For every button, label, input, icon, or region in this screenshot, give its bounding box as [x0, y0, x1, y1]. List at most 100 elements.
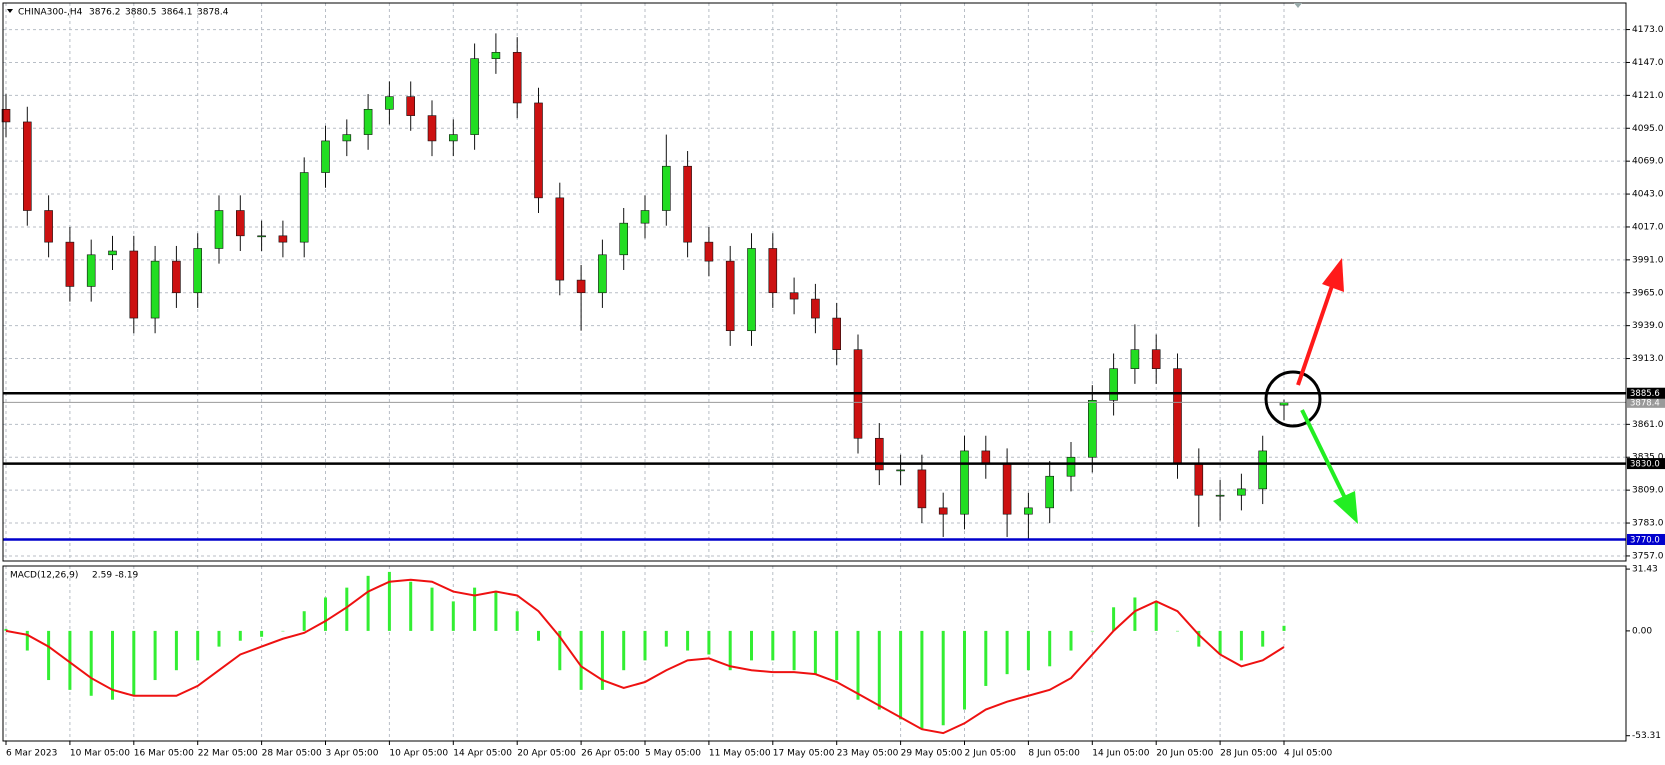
- macd-bar: [473, 587, 477, 631]
- candle-body: [576, 279, 586, 294]
- menu-triangle[interactable]: [7, 9, 13, 13]
- macd-bar: [47, 630, 51, 681]
- macd-bar: [387, 571, 391, 631]
- candle-body: [1194, 463, 1204, 496]
- y-tick-label: 31.43: [1632, 565, 1658, 575]
- candle-body: [214, 210, 224, 249]
- macd-bar: [174, 630, 178, 671]
- macd-bar: [345, 587, 349, 631]
- macd-bar: [25, 630, 29, 651]
- candle-body: [640, 210, 650, 224]
- macd-bar: [1261, 630, 1265, 647]
- macd-bar: [260, 630, 264, 637]
- candle-body: [661, 165, 671, 211]
- candle-body: [704, 241, 714, 262]
- y-tick-label: 4121.0: [1632, 91, 1664, 101]
- macd-bar: [728, 630, 732, 671]
- candle-body: [534, 102, 543, 199]
- y-tick-label: 3965.0: [1632, 288, 1664, 298]
- macd-bar: [920, 630, 924, 730]
- macd-bar: [792, 630, 796, 671]
- down-arrow-shaft: [1300, 409, 1348, 501]
- macd-bar: [1069, 630, 1073, 651]
- x-tick-label: 17 May 05:00: [773, 749, 835, 759]
- macd-bar: [664, 630, 668, 647]
- candle-body: [22, 121, 32, 211]
- macd-bar: [1218, 630, 1222, 655]
- level-label: 3878.4: [1630, 398, 1660, 408]
- macd-bar: [877, 630, 881, 710]
- candle-body: [470, 58, 479, 135]
- macd-bar: [1048, 630, 1052, 667]
- macd-bar: [132, 630, 136, 696]
- highlight-circle: [1264, 370, 1322, 428]
- x-tick-label: 14 Jun 05:00: [1092, 749, 1149, 759]
- level-label-box: [1627, 387, 1665, 399]
- macd-bar: [238, 630, 242, 641]
- candle-body: [65, 241, 75, 287]
- candle-body: [917, 469, 927, 509]
- candle-body: [278, 235, 288, 243]
- macd-bar: [1005, 630, 1009, 675]
- x-tick-label: 29 May 05:00: [901, 749, 963, 759]
- y-tick-label: 0.00: [1632, 626, 1652, 636]
- x-tick-label: 16 Mar 05:00: [134, 749, 194, 759]
- macd-bar: [750, 630, 753, 661]
- y-tick-label: 3913.0: [1632, 354, 1664, 364]
- candle-body: [981, 450, 991, 464]
- candle-body: [555, 197, 565, 281]
- up-arrow-head: [1322, 258, 1344, 292]
- level-label-box: [1627, 533, 1665, 545]
- y-tick-label: 3809.0: [1632, 486, 1664, 496]
- candle-body: [1173, 368, 1182, 464]
- ohlc-high: 3880.5: [125, 8, 157, 18]
- x-tick-label: 20 Apr 05:00: [517, 749, 576, 759]
- candle-body: [108, 250, 117, 256]
- ohlc-close: 3878.4: [197, 8, 229, 18]
- macd-bar: [1239, 630, 1243, 661]
- candle-body: [448, 134, 458, 142]
- y-tick-label: 4043.0: [1632, 190, 1664, 200]
- candle-body: [789, 292, 799, 300]
- candle-body: [896, 469, 905, 472]
- y-tick-label: 3783.0: [1632, 519, 1664, 529]
- candle-body: [1130, 349, 1140, 369]
- candle-body: [406, 96, 416, 116]
- macd-bar: [537, 630, 540, 641]
- candle-body: [1066, 456, 1076, 477]
- macd-bar: [579, 630, 583, 690]
- candle-body: [150, 260, 160, 319]
- macd-bar: [1090, 630, 1094, 632]
- candle-body: [1, 108, 11, 123]
- y-tick-label: -53.31: [1632, 731, 1661, 741]
- macd-bar: [622, 630, 626, 671]
- macd-bar: [89, 630, 93, 696]
- macd-bar: [813, 630, 817, 675]
- candle-body: [832, 317, 842, 350]
- macd-panel-frame: [2, 565, 1627, 742]
- candle-body: [598, 254, 607, 294]
- candle-body: [321, 140, 330, 173]
- x-tick-label: 8 Jun 05:00: [1028, 749, 1080, 759]
- macd-bar: [1282, 625, 1286, 631]
- candle-body: [811, 298, 820, 319]
- macd-bar: [111, 630, 114, 700]
- macd-bar: [963, 630, 966, 710]
- y-tick-label: 4147.0: [1632, 58, 1664, 68]
- macd-bar: [451, 601, 455, 631]
- down-arrow-head: [1333, 491, 1358, 524]
- candle-body: [747, 248, 756, 332]
- macd-bar: [366, 575, 370, 631]
- macd-bar: [196, 630, 200, 661]
- macd-bar: [856, 630, 860, 700]
- y-tick-label: 3939.0: [1632, 321, 1664, 331]
- y-tick-label: 4173.0: [1632, 25, 1664, 35]
- candle-body: [1002, 463, 1012, 515]
- candle-body: [236, 210, 245, 237]
- macd-bar: [68, 630, 72, 690]
- candle-body: [342, 134, 352, 142]
- candle-body: [960, 450, 969, 515]
- candle-body: [1024, 507, 1033, 515]
